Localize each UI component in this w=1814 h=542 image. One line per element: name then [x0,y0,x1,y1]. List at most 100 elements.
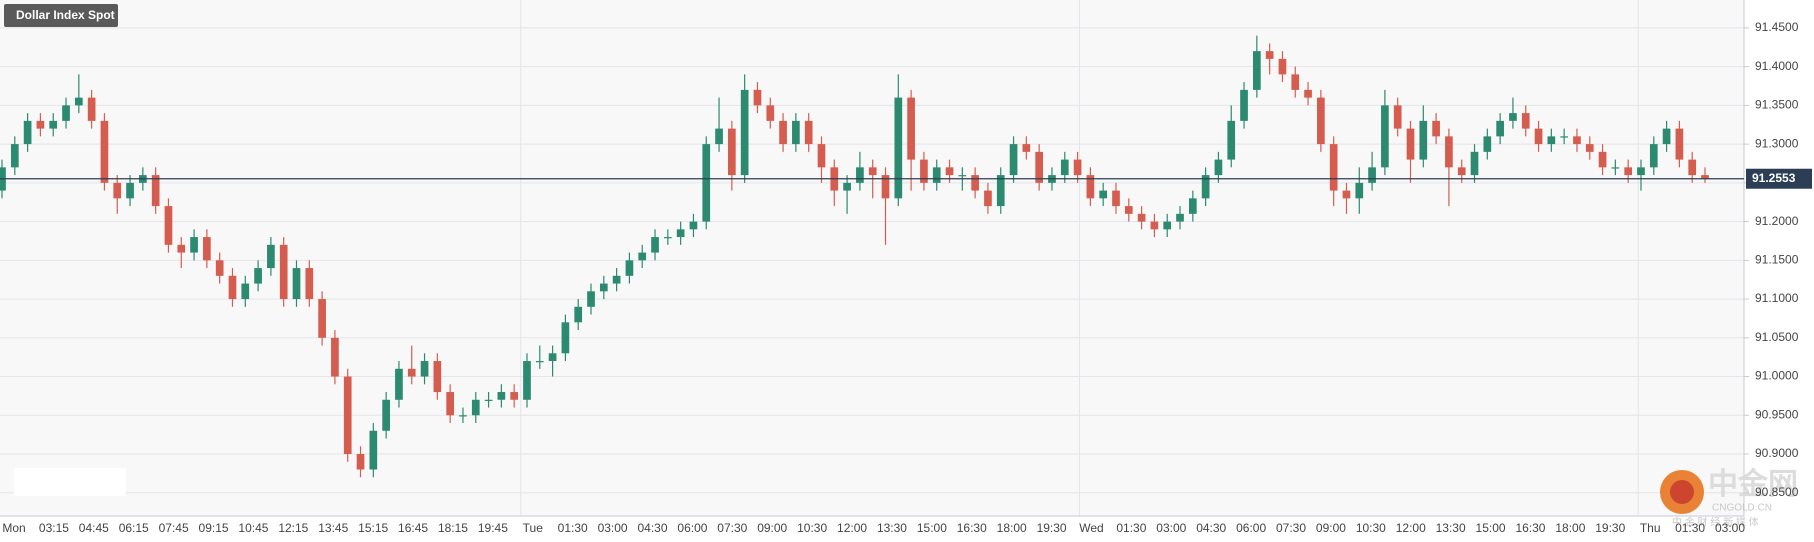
candle-body [1265,51,1274,59]
y-tick-label: 91.0000 [1755,369,1799,383]
x-tick-label: 09:00 [757,521,787,535]
last-price-box [1746,168,1812,189]
candle-body [1137,213,1146,222]
candle-body [190,237,198,253]
candle-body [1278,58,1287,75]
candle-body [1483,136,1492,152]
candle-body [1009,144,1018,176]
candle-body [740,89,749,176]
candle-body [1688,159,1697,176]
x-tick-label: 09:00 [1316,521,1346,535]
x-tick-label: Wed [1079,521,1103,535]
candle-body [1368,167,1376,183]
candle-body [228,275,237,300]
candle-body [1150,221,1159,230]
candle-body [599,283,608,292]
candle-body [932,167,941,183]
y-tick-label: 91.0500 [1755,330,1799,344]
candle-body [1534,128,1543,145]
x-tick-label: 09:15 [199,521,229,535]
candle-body [843,182,851,191]
last-price-label: 91.2553 [1752,171,1796,185]
x-tick-label: 01:30 [1675,521,1705,535]
candle-body [856,167,864,183]
candle-body [74,97,83,106]
x-tick-label: 16:30 [957,521,987,535]
candle-body [126,182,134,199]
x-tick-label: 03:00 [1715,521,1745,535]
x-tick-label: 15:00 [1476,521,1506,535]
candle-body [1073,159,1082,176]
candle-body [1214,159,1223,176]
x-tick-label: 03:00 [1156,521,1186,535]
x-tick-label: 03:00 [598,521,628,535]
x-tick-label: 06:15 [119,521,149,535]
candle-body [292,268,301,300]
candle-body [638,252,647,261]
candle-body [561,322,570,354]
candle-body [10,144,19,168]
candle-body [1022,144,1031,152]
y-tick-label: 91.4500 [1755,20,1799,34]
candle-body [177,244,186,253]
candle-body [1509,113,1517,121]
candle-body [433,361,442,393]
candle-body [1253,51,1261,90]
title-box [4,4,118,27]
candle-body [715,128,723,145]
candle-body [728,128,736,176]
candle-body [1649,144,1658,168]
x-tick-label: 12:15 [278,521,308,535]
x-tick-label: 10:30 [797,521,827,535]
candle-body [305,268,314,300]
candle-body [1227,120,1236,160]
candle-body [87,97,96,121]
candle-body [907,97,915,160]
x-tick-label: 13:30 [1436,521,1466,535]
x-tick-label: 06:00 [1236,521,1266,535]
candle-body [1547,136,1556,145]
x-tick-label: 19:45 [478,521,508,535]
x-tick-label: 18:00 [1555,521,1585,535]
plot-area [0,0,1744,516]
candle-body [523,361,531,400]
candle-body [1099,190,1108,199]
blank-box [14,468,126,496]
candle-body [318,299,326,338]
candle-body [894,97,903,199]
candle-body [535,361,544,363]
y-tick-label: 91.2000 [1755,214,1799,228]
candle-body [420,361,429,377]
candle-body [484,399,493,401]
y-tick-label: 91.1500 [1755,252,1799,266]
y-tick-label: 91.4000 [1755,59,1799,73]
x-tick-label: 01:30 [1116,521,1146,535]
candle-body [1188,198,1197,214]
candle-body [254,268,262,284]
candle-body [343,376,352,455]
candle-body [100,120,109,183]
x-tick-label: Mon [2,521,25,535]
y-tick-label: 91.1000 [1755,291,1799,305]
candle-body [23,120,32,145]
candle-body [164,206,173,245]
candle-body [1521,113,1530,129]
candle-body [1585,144,1594,152]
candle-body [1611,167,1620,169]
candle-body [1035,151,1044,183]
x-tick-label: 10:45 [238,521,268,535]
candle-body [587,291,595,307]
candle-body [510,392,519,400]
candle-body [1163,221,1172,230]
candle-body [1573,136,1581,145]
candle-body [471,399,480,416]
candle-body [1291,74,1300,90]
candle-body [574,306,583,323]
x-tick-label: 12:00 [837,521,867,535]
x-tick-label: 18:00 [997,521,1027,535]
watermark-brand: 中金网 [1708,467,1798,501]
candle-body [1342,190,1351,199]
candle-body [920,159,928,183]
candle-body [766,105,775,121]
candle-body [215,260,224,276]
